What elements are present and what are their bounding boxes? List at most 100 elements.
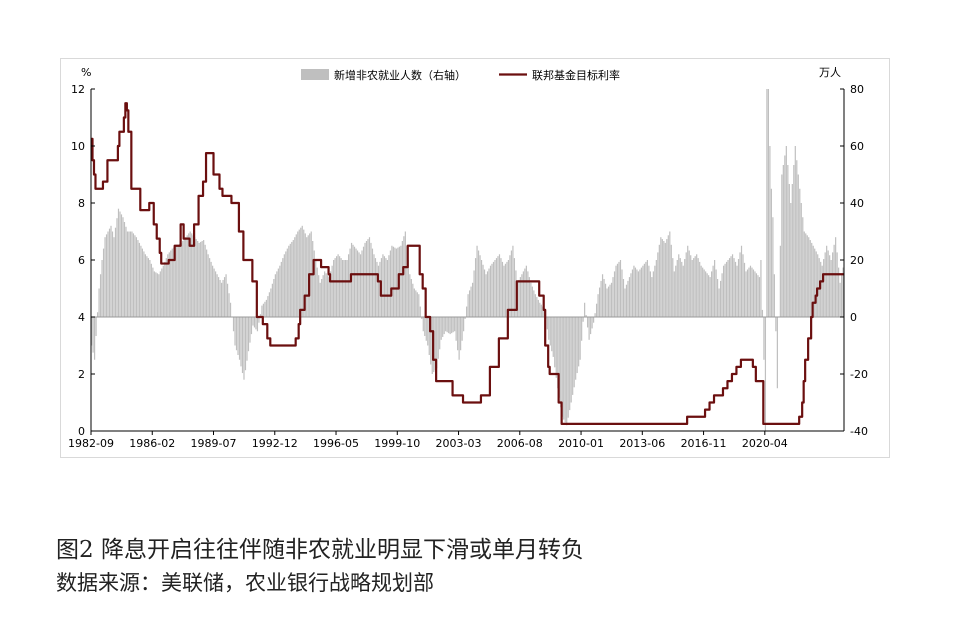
payroll-bar (116, 218, 118, 317)
payroll-bar (170, 250, 172, 317)
payroll-bar (277, 268, 279, 317)
payroll-bar (292, 240, 294, 317)
payroll-bar (649, 271, 651, 317)
payroll-bar (627, 280, 629, 317)
payroll-bar (395, 248, 397, 317)
payroll-bar (826, 245, 828, 317)
payroll-bar (652, 271, 654, 317)
payroll-bar (700, 265, 702, 317)
payroll-bar (244, 317, 247, 371)
payroll-bar (321, 279, 323, 317)
payroll-bar (155, 272, 157, 317)
payroll-bar (418, 294, 420, 317)
payroll-bar (827, 250, 829, 317)
payroll-bar (382, 254, 384, 317)
payroll-bar (633, 265, 635, 317)
payroll-bar (679, 258, 681, 317)
payroll-bar (746, 269, 749, 317)
payroll-bar (711, 271, 713, 317)
payroll-bar (416, 292, 418, 317)
payroll-bar (696, 254, 698, 317)
payroll-bar (412, 283, 414, 317)
payroll-bar (152, 267, 154, 317)
payroll-bar (204, 244, 206, 317)
payroll-bar (476, 245, 478, 317)
payroll-bar (304, 233, 306, 317)
payroll-bar (333, 260, 335, 317)
payroll-bar (791, 184, 793, 317)
payroll-bar (295, 234, 297, 317)
payroll-bar (270, 288, 272, 317)
payroll-bar (267, 296, 269, 317)
payroll-bar (737, 259, 740, 317)
payroll-bar (192, 235, 194, 317)
right-axis-unit: 万人 (819, 66, 841, 79)
payroll-bar (241, 317, 244, 374)
payroll-bar (282, 258, 284, 317)
right-tick-label: 20 (850, 254, 864, 267)
legend-swatch-payroll (301, 69, 329, 80)
payroll-bar (763, 317, 765, 360)
payroll-bar (219, 279, 221, 317)
payroll-bar (409, 274, 411, 317)
payroll-bar (346, 260, 348, 317)
payroll-bar (297, 231, 299, 317)
payroll-bar (206, 249, 208, 317)
right-tick-label: -20 (850, 368, 868, 381)
payroll-bar (371, 248, 374, 317)
payroll-bar (120, 214, 123, 317)
left-tick-label: 4 (78, 311, 85, 324)
payroll-bar (793, 165, 795, 317)
payroll-bar (140, 245, 142, 317)
payroll-bar (612, 277, 614, 317)
payroll-bar (246, 317, 248, 361)
payroll-bar (564, 317, 566, 423)
payroll-bar (126, 231, 129, 317)
payroll-bar (298, 229, 300, 317)
payroll-bar (811, 242, 813, 317)
payroll-bar (119, 211, 121, 317)
payroll-bar (261, 305, 263, 317)
payroll-bar (377, 265, 380, 317)
payroll-bar (240, 317, 242, 367)
payroll-bar (636, 269, 638, 317)
payroll-bar (452, 317, 454, 333)
payroll-bar (549, 317, 551, 346)
payroll-bar (98, 288, 100, 317)
payroll-bar (250, 317, 253, 335)
payroll-bar (782, 165, 784, 317)
payroll-bar (594, 313, 596, 317)
payroll-bar (91, 317, 93, 346)
payroll-bar (300, 227, 302, 317)
payroll-bar (625, 284, 628, 317)
payroll-bar (164, 261, 166, 317)
right-tick-label: 0 (850, 311, 857, 324)
payroll-bar (376, 261, 378, 317)
right-tick-label: -40 (850, 425, 868, 438)
payroll-bar (312, 241, 314, 317)
payroll-bar (474, 258, 477, 317)
payroll-bar (454, 317, 456, 332)
payroll-bar (631, 269, 634, 317)
payroll-bar (660, 237, 662, 317)
payroll-bar (590, 317, 592, 335)
payroll-bar (253, 317, 256, 328)
payroll-bar (835, 237, 837, 317)
payroll-bar (457, 317, 459, 351)
payroll-bar (137, 240, 139, 317)
payroll-bar (279, 265, 281, 317)
payroll-bar (522, 271, 524, 317)
payroll-bar (427, 317, 429, 346)
payroll-bar (569, 317, 571, 411)
payroll-bar (836, 252, 838, 317)
payroll-bar (621, 269, 623, 317)
payroll-bar (264, 301, 266, 317)
payroll-bar (510, 250, 513, 317)
payroll-bar (512, 245, 514, 317)
payroll-bar (440, 317, 442, 340)
payroll-bar (585, 315, 587, 317)
payroll-bar (443, 317, 445, 335)
payroll-bar (291, 241, 293, 317)
payroll-bar (99, 274, 102, 317)
payroll-bar (156, 273, 158, 317)
